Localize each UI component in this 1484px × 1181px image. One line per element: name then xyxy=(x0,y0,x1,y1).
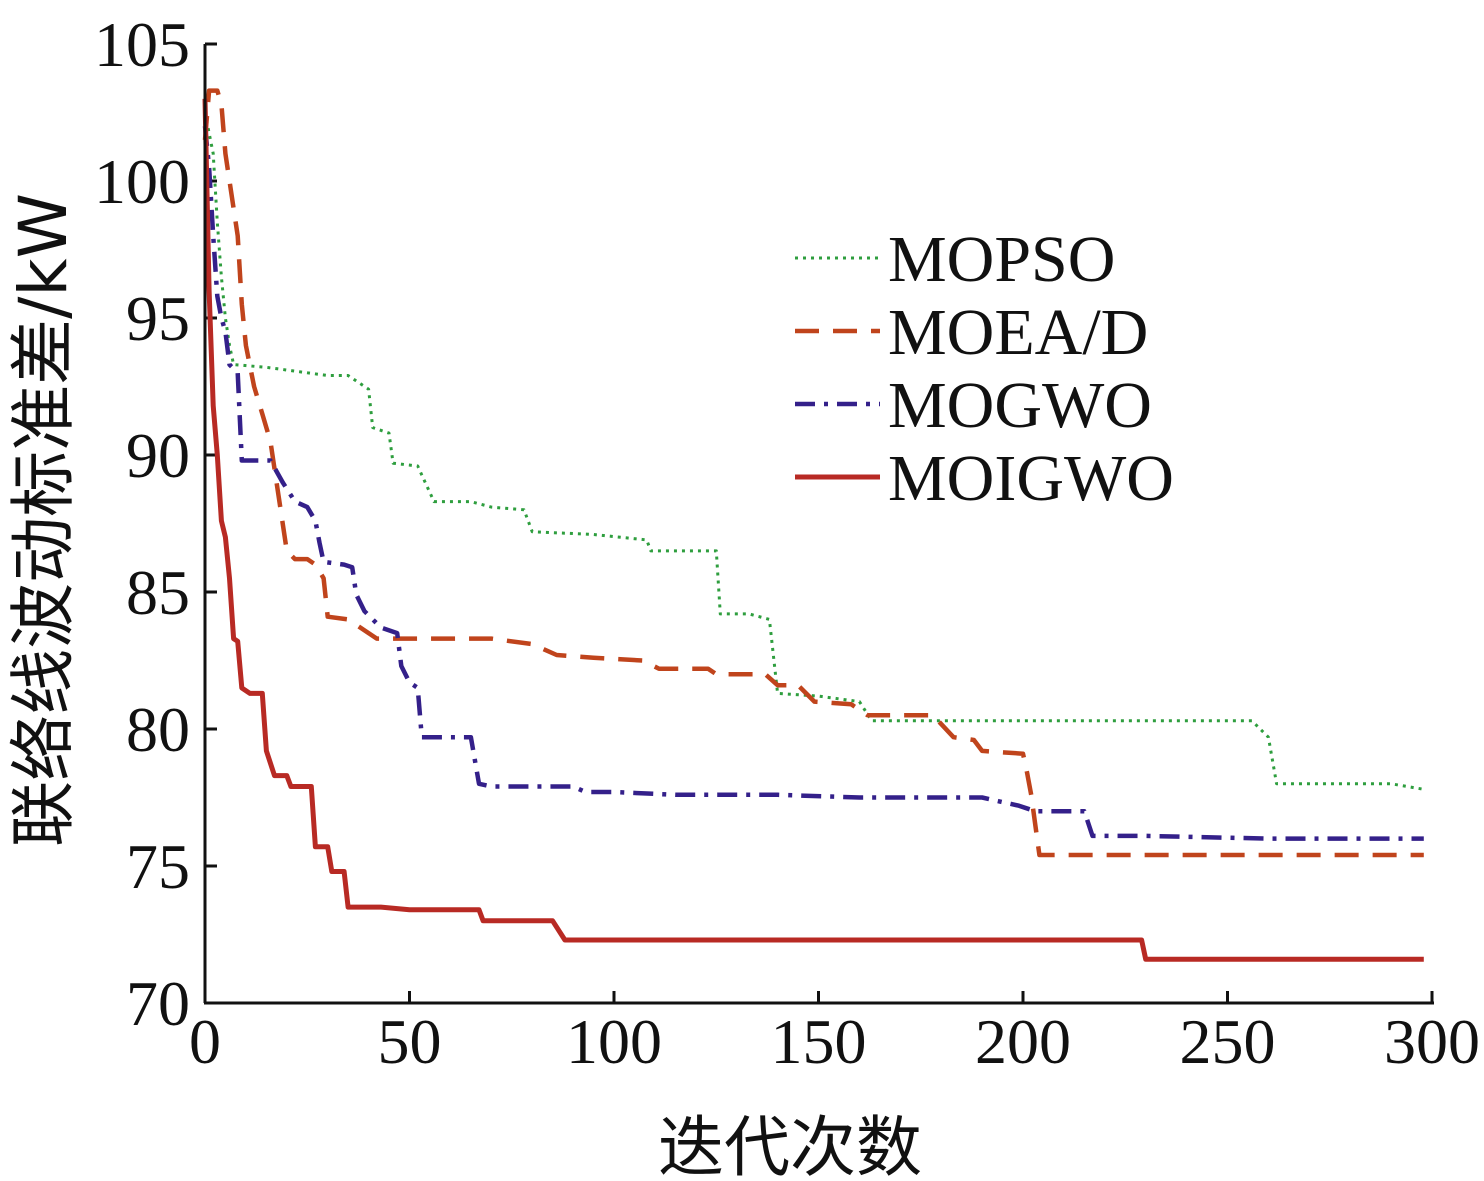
legend-label: MOPSO xyxy=(888,223,1115,296)
x-tick-label: 250 xyxy=(1180,1006,1276,1077)
x-tick-label: 150 xyxy=(771,1006,867,1077)
y-tick-label: 75 xyxy=(126,831,190,902)
legend-label: MOGWO xyxy=(888,369,1152,442)
x-tick-label: 0 xyxy=(189,1006,221,1077)
plot-series xyxy=(202,88,1425,962)
y-tick-label: 85 xyxy=(126,557,190,628)
x-axis-label: 迭代次数 xyxy=(658,1109,922,1181)
y-tick-label: 80 xyxy=(126,694,190,765)
legend-label: MOIGWO xyxy=(888,442,1174,515)
y-tick-label: 95 xyxy=(126,283,190,354)
x-tick-label: 300 xyxy=(1384,1006,1480,1077)
series-line-moea-d xyxy=(202,88,1424,858)
y-tick-label: 90 xyxy=(126,420,190,491)
x-tick-label: 50 xyxy=(378,1006,442,1077)
x-tick-label: 200 xyxy=(975,1006,1071,1077)
y-axis-label: 联络线波动标准差/kW xyxy=(5,193,82,847)
y-tick-label: 105 xyxy=(94,9,190,80)
legend-label: MOEA/D xyxy=(888,296,1148,369)
series-line-moigwo xyxy=(202,98,1424,962)
series-line-mogwo xyxy=(202,125,1424,841)
y-tick-label: 70 xyxy=(126,968,190,1039)
x-tick-label: 100 xyxy=(566,1006,662,1077)
x-axis-ticks: 0 50 100 150 200 250 300 xyxy=(189,991,1480,1077)
y-tick-label: 100 xyxy=(94,146,190,217)
y-axis-ticks: 70 75 80 85 90 95 100 105 xyxy=(94,9,217,1039)
series-line-mopso xyxy=(203,112,1425,791)
